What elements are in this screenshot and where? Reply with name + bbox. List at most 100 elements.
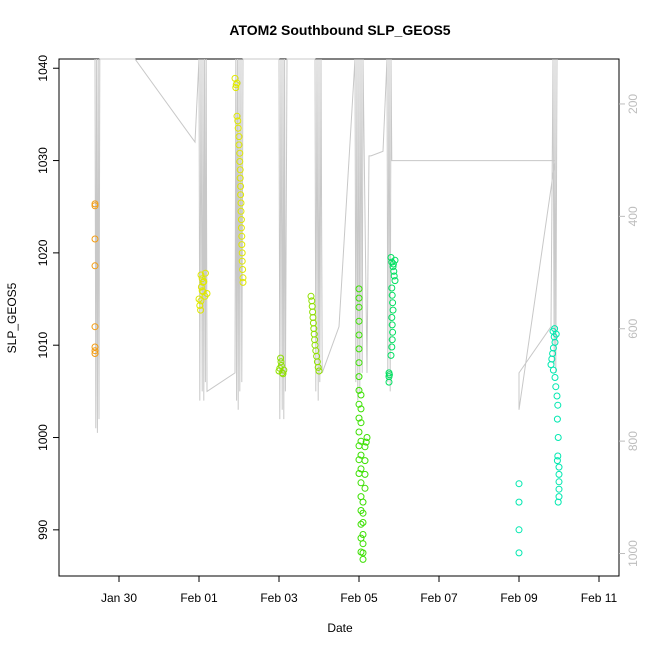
data-point: [388, 284, 396, 292]
y-tick-label: 1030: [36, 147, 50, 174]
data-point: [239, 274, 247, 282]
data-point: [196, 302, 204, 309]
x-tick-label: Feb 11: [581, 591, 618, 605]
y-tick-label: 1040: [36, 55, 50, 82]
data-point: [385, 378, 393, 386]
data-point: [554, 434, 562, 441]
data-point: [359, 498, 367, 506]
y-tick-label: 990: [36, 520, 50, 540]
data-point: [236, 174, 244, 182]
data-point: [389, 260, 397, 268]
data-point: [357, 520, 365, 528]
data-point: [389, 299, 397, 307]
data-point: [201, 269, 209, 277]
data-point: [307, 292, 315, 300]
data-point: [551, 374, 559, 381]
data-point: [389, 328, 397, 336]
data-point: [239, 278, 247, 286]
data-point: [359, 519, 367, 526]
data-point: [385, 371, 393, 379]
right-tick-label: 1000: [626, 540, 640, 567]
data-point: [554, 452, 562, 460]
x-axis: Jan 30 Feb 01 Feb 03 Feb 05 Feb 07 Feb 09 Feb …: [101, 576, 618, 605]
data-point: [237, 199, 245, 207]
data-point: [277, 354, 285, 362]
right-tick-label: 200: [626, 94, 640, 114]
data-point: [91, 347, 99, 355]
data-point: [355, 400, 363, 408]
data-point: [231, 74, 239, 82]
data-point: [357, 465, 365, 473]
y-tick-label: 1010: [36, 332, 50, 359]
data-point: [239, 266, 247, 273]
data-point: [362, 438, 370, 446]
data-point: [555, 478, 563, 486]
data-point: [314, 363, 322, 371]
data-point: [359, 549, 367, 557]
data-point: [388, 321, 396, 329]
data-point: [279, 370, 287, 378]
data-point: [361, 457, 369, 465]
data-point: [357, 405, 365, 413]
x-tick-label: Feb 09: [500, 591, 538, 605]
data-point: [197, 297, 205, 305]
data-point: [277, 358, 285, 366]
data-point: [355, 386, 363, 394]
data-point: [195, 295, 203, 303]
data-point: [315, 367, 323, 375]
data-point: [235, 141, 243, 149]
data-point: [388, 343, 396, 351]
data-point: [355, 317, 363, 325]
data-point: [234, 124, 242, 132]
data-point: [232, 84, 240, 92]
data-point: [388, 336, 396, 344]
y-tick-label: 1000: [36, 424, 50, 451]
x-tick-label: Feb 07: [420, 591, 458, 605]
background-trace-layer: [94, 58, 558, 433]
data-point: [199, 278, 207, 286]
data-point: [555, 470, 563, 478]
data-point: [91, 262, 99, 270]
data-point: [234, 117, 242, 125]
data-point: [515, 549, 523, 557]
data-point: [91, 200, 99, 208]
data-point: [237, 182, 245, 190]
data-point: [237, 216, 245, 224]
data-point: [238, 249, 246, 257]
data-point: [357, 479, 365, 487]
data-point: [552, 383, 560, 391]
data-point: [237, 207, 245, 215]
data-point: [280, 366, 288, 374]
data-point: [233, 112, 241, 120]
data-point: [357, 419, 365, 427]
data-point: [355, 428, 363, 436]
x-axis-label: Date: [327, 621, 353, 635]
plot-area-frame: [58, 58, 620, 577]
data-point: [236, 149, 244, 157]
data-point: [355, 359, 363, 367]
right-tick-label: 400: [626, 206, 640, 226]
data-point: [235, 133, 243, 141]
y-axis-label: SLP_GEOS5: [5, 282, 19, 353]
data-point: [236, 158, 244, 165]
data-point: [361, 443, 369, 451]
data-point: [200, 278, 208, 285]
right-tick-label: 800: [626, 431, 640, 451]
data-point: [389, 306, 397, 314]
data-point: [515, 526, 523, 534]
data-point: [554, 498, 562, 506]
data-point: [361, 470, 369, 478]
data-point: [197, 271, 205, 279]
x-tick-label: Feb 01: [180, 591, 218, 605]
data-point: [387, 351, 395, 359]
data-point: [236, 166, 244, 174]
data-point: [359, 531, 367, 538]
data-point: [553, 392, 561, 400]
data-point: [91, 235, 99, 243]
data-point: [357, 451, 365, 459]
data-points-layer: [91, 74, 563, 563]
x-tick-label: Jan 30: [101, 591, 137, 605]
data-point: [391, 256, 399, 264]
data-point: [388, 291, 396, 299]
